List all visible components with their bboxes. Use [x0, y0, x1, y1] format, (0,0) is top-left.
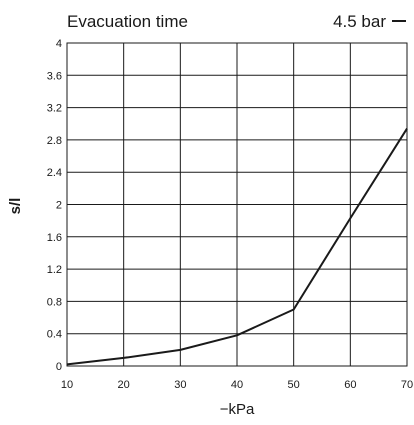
- series-line: [66, 128, 408, 366]
- x-tick-label: 60: [344, 379, 356, 391]
- x-tick-label: 10: [61, 379, 73, 391]
- y-tick-label: 2.4: [47, 167, 62, 179]
- x-tick-label: 40: [231, 379, 243, 391]
- y-tick-label: 3.6: [47, 70, 62, 82]
- y-tick-label: 2: [56, 200, 62, 212]
- x-axis-ticks: 10 20 30 40 50 60 70: [61, 379, 413, 391]
- plot-frame: [66, 42, 408, 367]
- series-layer: [66, 128, 408, 366]
- x-axis-label: −kPa: [220, 401, 255, 418]
- x-tick-label: 70: [401, 379, 413, 391]
- y-axis-label: s/l: [7, 198, 24, 215]
- y-tick-label: 2.8: [47, 135, 62, 147]
- x-tick-label: 30: [174, 379, 186, 391]
- legend-label: 4.5 bar: [333, 12, 386, 31]
- grid: [66, 42, 408, 367]
- x-tick-label: 50: [288, 379, 300, 391]
- y-axis-ticks: 0 0.4 0.8 1.2 1.6 2 2.4 2.8 3.2 3.6 4: [47, 38, 62, 373]
- y-tick-label: 0.4: [47, 329, 62, 341]
- y-tick-label: 3.2: [47, 103, 62, 115]
- chart-title: Evacuation time: [67, 12, 188, 31]
- legend: 4.5 bar: [333, 12, 406, 31]
- x-tick-label: 20: [118, 379, 130, 391]
- y-tick-label: 1.6: [47, 232, 62, 244]
- y-tick-label: 0.8: [47, 296, 62, 308]
- y-tick-label: 0: [56, 361, 62, 373]
- y-tick-label: 4: [56, 38, 62, 50]
- y-tick-label: 1.2: [47, 264, 62, 276]
